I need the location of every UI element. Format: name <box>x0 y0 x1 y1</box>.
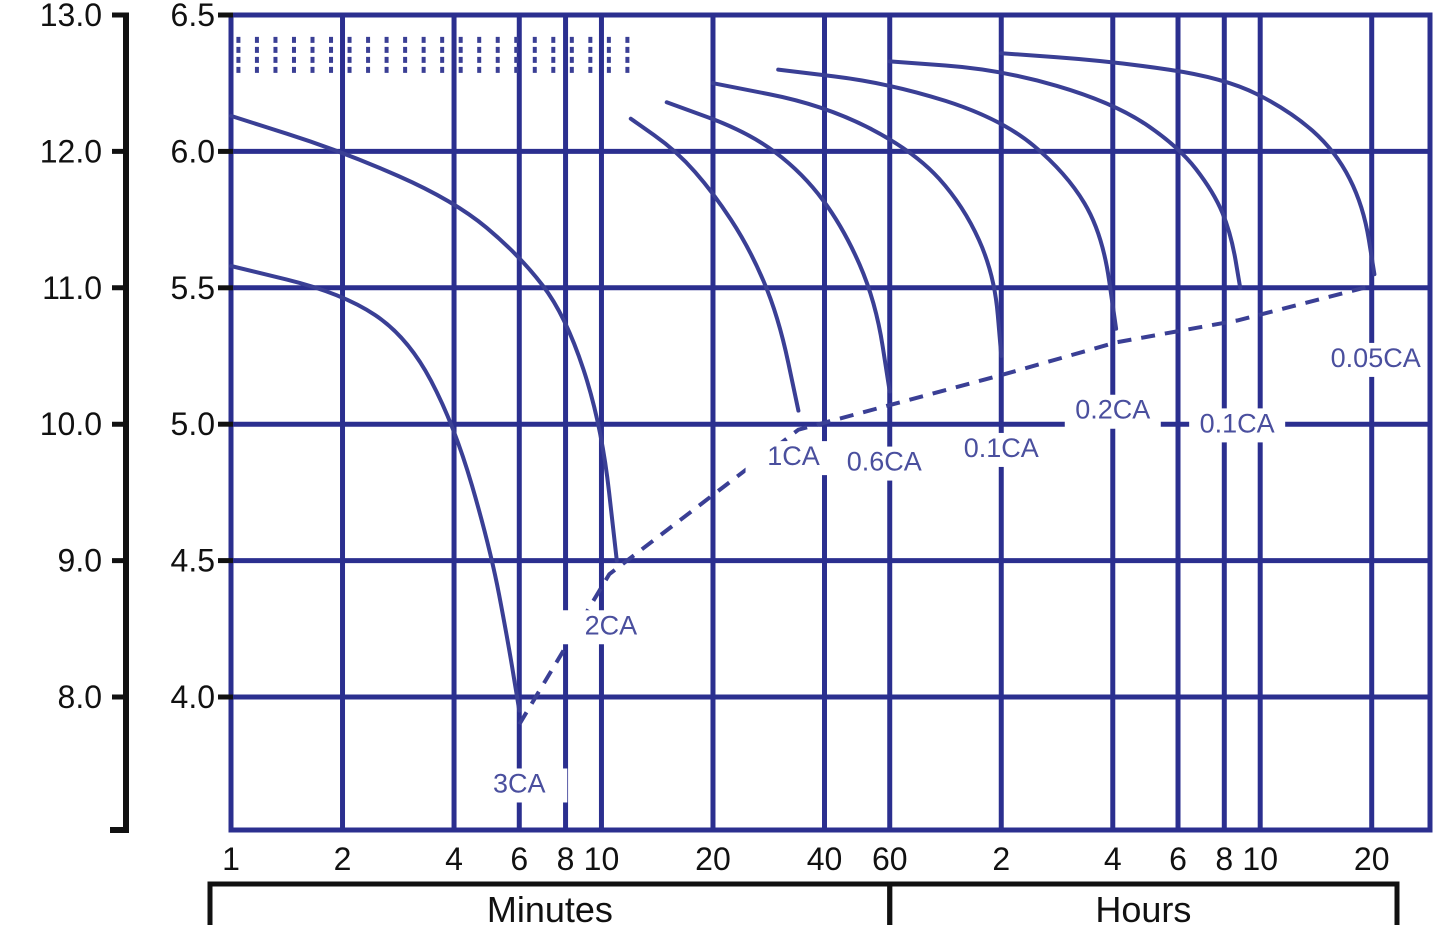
curve-label: 3CA <box>493 768 546 798</box>
y-tick-label-inner: 4.5 <box>171 543 215 579</box>
curve-label: 0.1CA <box>964 433 1039 463</box>
discharge-curve-3ca <box>229 264 522 713</box>
curve-label: 0.1CA <box>1200 408 1275 438</box>
curve-label: 2CA <box>585 610 638 640</box>
x-tick-label: 2 <box>334 841 352 877</box>
end-voltage-dashed-line <box>517 283 1375 726</box>
unit-label: Minutes <box>487 889 613 930</box>
curve-label-background <box>953 432 1050 467</box>
curve-label-background <box>745 441 842 476</box>
y-tick-label-inner: 6.0 <box>171 133 215 169</box>
y-tick-label-outer: 10.0 <box>40 406 102 442</box>
x-tick-label: 4 <box>445 841 463 877</box>
curve-label: 1CA <box>767 441 820 471</box>
discharge-curve-1ca <box>628 116 801 413</box>
labels: 3CA 2CA 1CA 0.6CA 0.1CA 0.2CA 0.1CA 0.05CA <box>471 342 1424 803</box>
y-tick-label-inner: 6.5 <box>171 0 215 33</box>
discharge-curve-2ca <box>229 113 619 563</box>
x-tick-label: 10 <box>584 841 620 877</box>
discharge-curve-0-05ca <box>999 51 1377 277</box>
x-tick-label: 40 <box>807 841 843 877</box>
curve-label-background <box>1327 342 1424 377</box>
curve-label-background <box>1064 394 1161 429</box>
discharge-curves <box>229 36 1377 726</box>
x-tick-label: 20 <box>1354 841 1390 877</box>
curve-label-background <box>836 446 933 481</box>
y-tick-label-outer: 13.0 <box>40 0 102 33</box>
x-tick-label: 6 <box>1169 841 1187 877</box>
discharge-curve-0-2ca <box>776 67 1119 331</box>
curve-label: 0.05CA <box>1331 343 1421 373</box>
y-tick-label-outer: 9.0 <box>58 543 102 579</box>
discharge-curve-0-6ca <box>664 100 892 394</box>
curve-label: 0.6CA <box>847 447 922 477</box>
curve-label-background <box>471 768 568 803</box>
y-tick-label-inner: 5.0 <box>171 406 215 442</box>
discharge-curve-0-1ca <box>711 81 1004 358</box>
x-tick-label: 10 <box>1242 841 1278 877</box>
x-tick-label: 8 <box>1215 841 1233 877</box>
x-tick-label: 4 <box>1104 841 1122 877</box>
y-tick-label-outer: 8.0 <box>58 679 102 715</box>
axes: 13.0 6.5 12.0 6.0 11.0 5.5 10.0 5.0 9.0 4.5 8.0 4.0… <box>40 0 1400 930</box>
curve-label-background <box>562 610 659 645</box>
x-tick-label: 2 <box>992 841 1010 877</box>
x-tick-label: 6 <box>510 841 528 877</box>
discharge-curve-0-1ca <box>887 59 1243 290</box>
y-tick-label-outer: 11.0 <box>42 270 102 306</box>
y-tick-label-outer: 12.0 <box>40 133 102 169</box>
x-tick-label: 1 <box>222 841 240 877</box>
x-tick-label: 60 <box>872 841 908 877</box>
y-tick-label-inner: 4.0 <box>171 679 215 715</box>
unit-label: Hours <box>1095 889 1191 930</box>
x-tick-label: 20 <box>695 841 731 877</box>
curve-label: 0.2CA <box>1075 395 1150 425</box>
curve-label-background <box>1189 408 1286 443</box>
y-tick-label-inner: 5.5 <box>171 270 215 306</box>
unit-bracket <box>887 881 1400 925</box>
x-tick-label: 8 <box>557 841 575 877</box>
